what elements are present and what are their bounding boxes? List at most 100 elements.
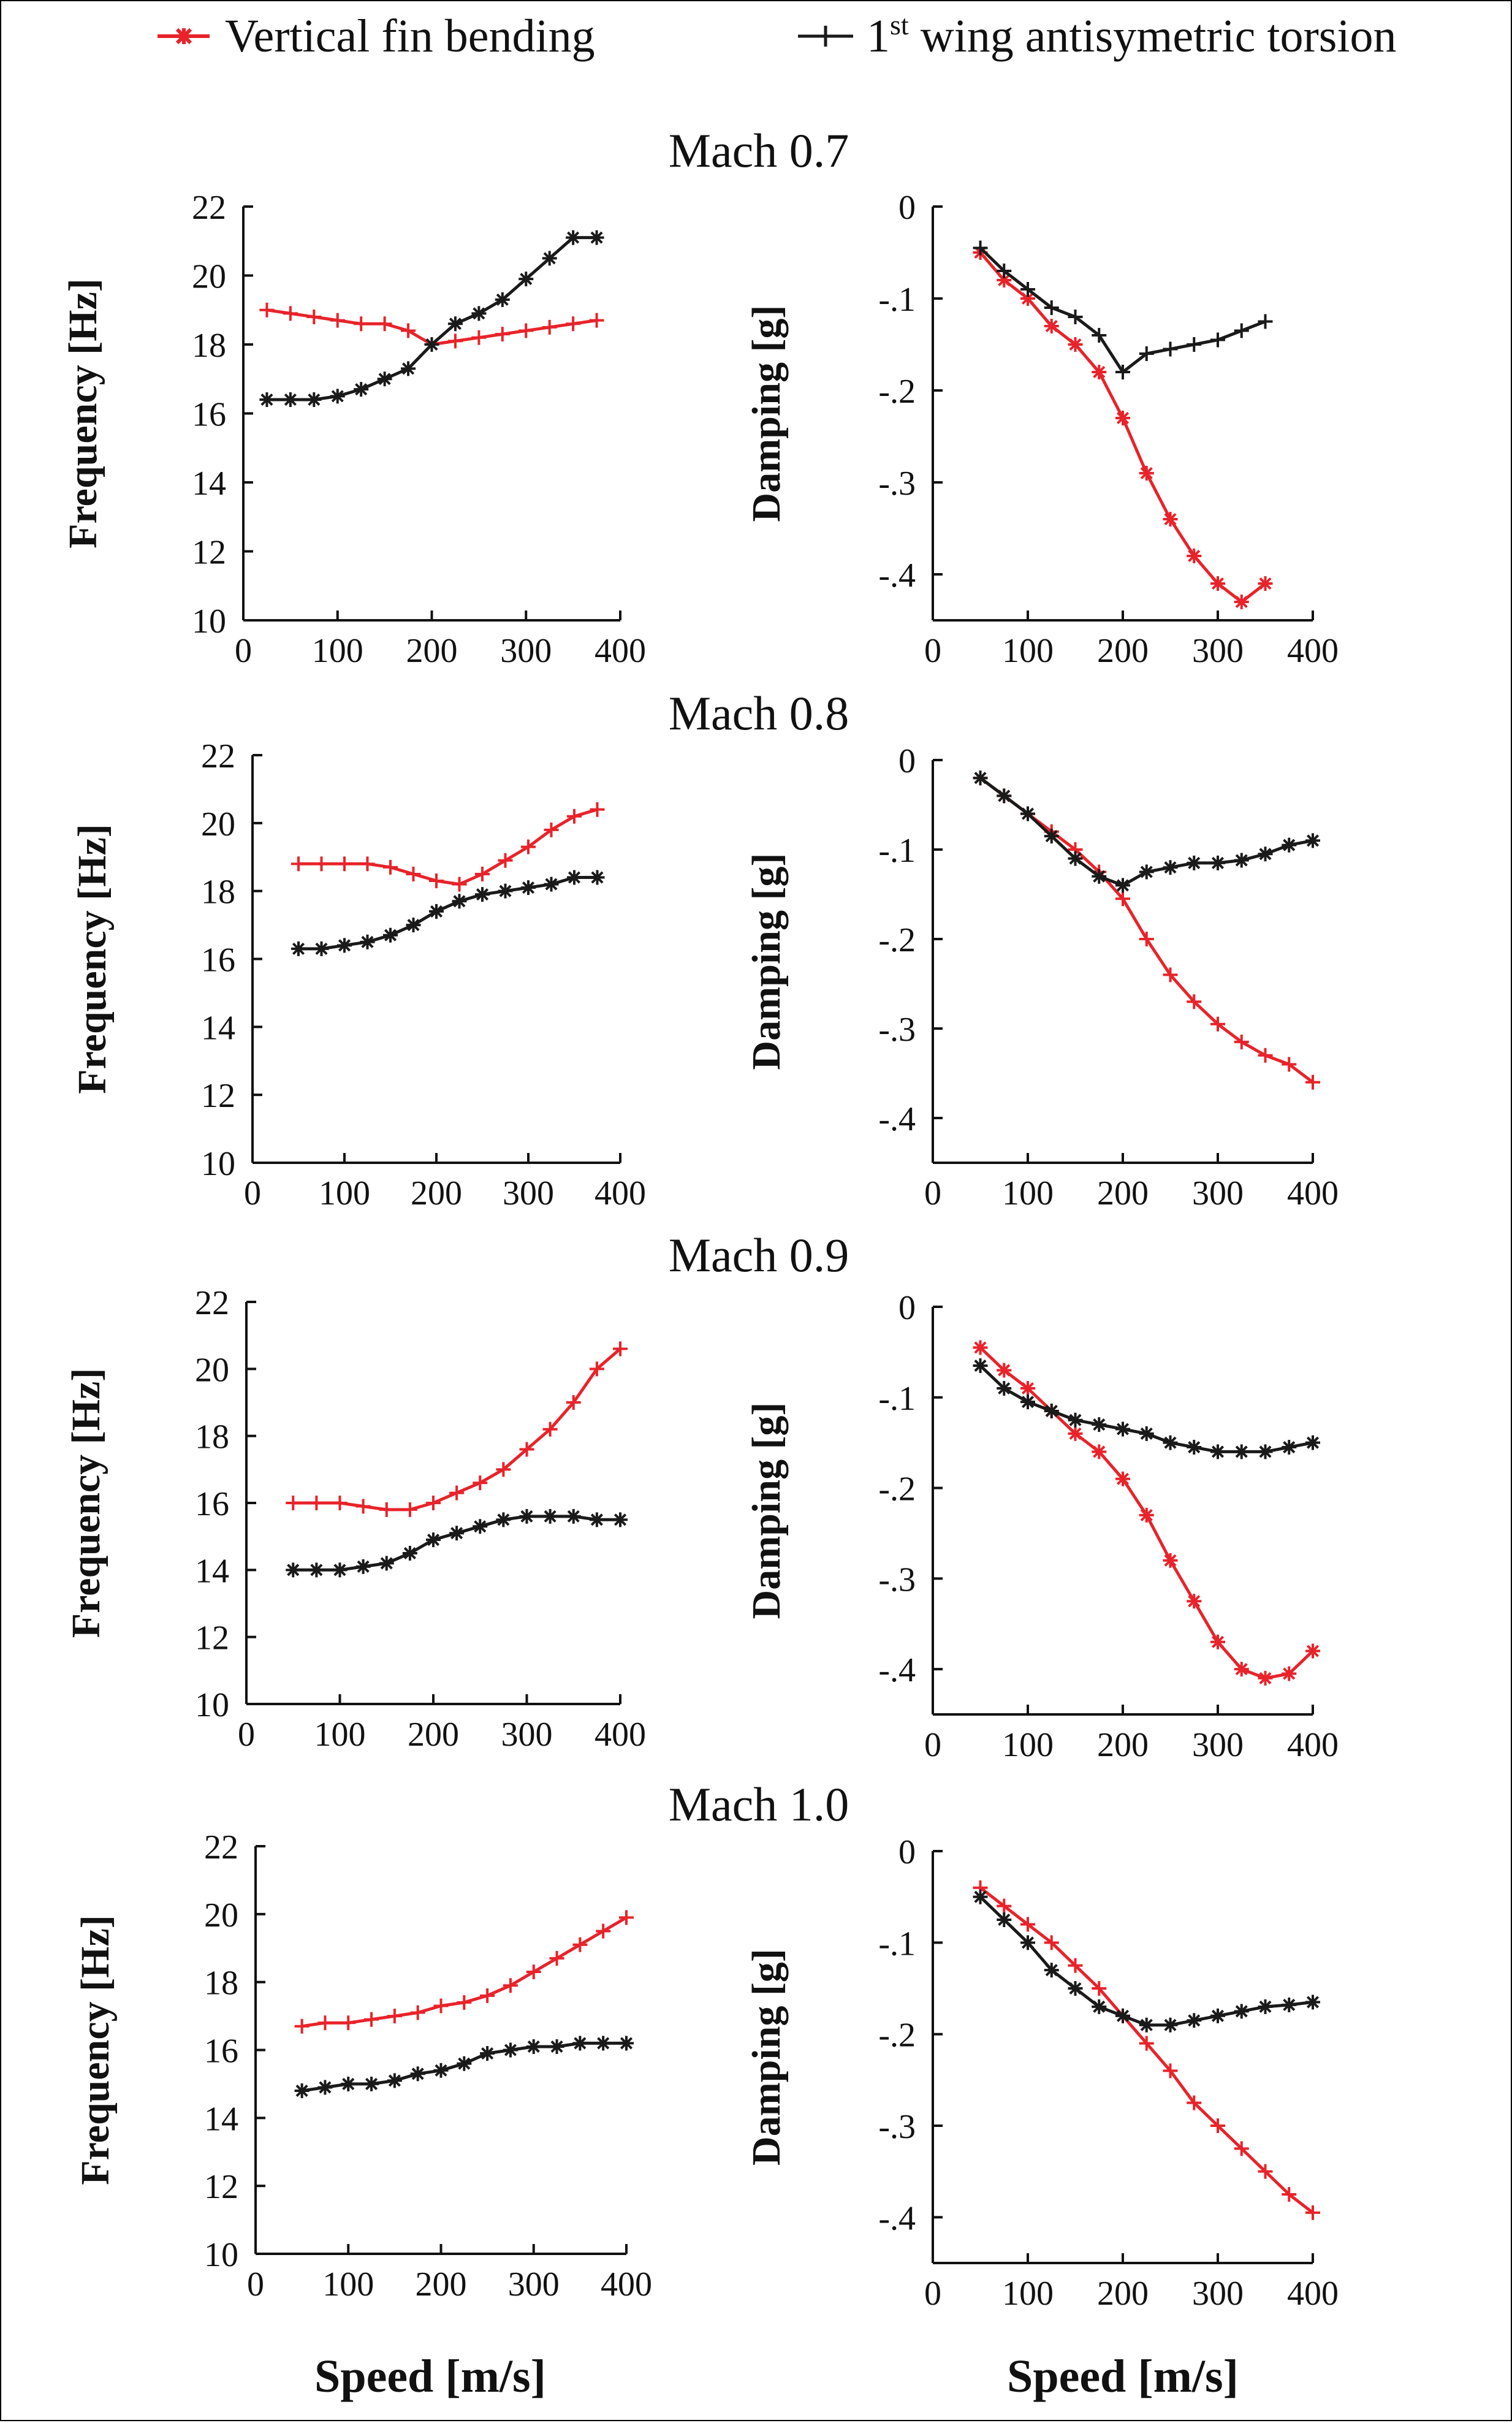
data-point-fin [1282, 1057, 1297, 1072]
data-point-wing [383, 927, 398, 943]
y-tick-label: 0 [898, 1289, 916, 1327]
x-tick-label: 300 [501, 1716, 553, 1754]
legend-wing-prefix: 1 [867, 10, 890, 62]
data-point-wing [566, 230, 581, 245]
data-point-wing [589, 1512, 604, 1527]
y-axis-label: Frequency [Hz] [70, 824, 115, 1094]
data-point-fin [377, 316, 392, 332]
data-point-fin [1163, 2063, 1178, 2079]
data-point-wing-d2 [1069, 852, 1082, 865]
y-tick-label: 18 [204, 1965, 238, 2003]
series-line-fin [293, 1347, 621, 1512]
data-point-wing-d2 [567, 231, 580, 244]
chart-5: 10 12 14 16 18 20 22 0 100 200 300 400 Frequency [Hz… [64, 1284, 646, 1754]
x-tick-label: 400 [595, 1174, 646, 1212]
data-point-fin [1139, 466, 1154, 481]
data-point-wing [377, 371, 392, 387]
data-point-wing-d2 [1021, 1396, 1035, 1409]
data-point-fin [549, 1950, 564, 1966]
data-point-wing-d2 [1021, 807, 1035, 820]
y-axis-label: Damping [g] [744, 1402, 789, 1619]
data-point-wing [1163, 2017, 1178, 2033]
data-point-fin [1210, 576, 1225, 591]
x-tick-label: 200 [416, 2265, 467, 2303]
data-point-wing [1234, 853, 1249, 868]
data-point-fin [1234, 1662, 1249, 1677]
data-point-fin-d2 [1188, 549, 1201, 563]
data-point-wing [1163, 860, 1178, 875]
data-point-wing [452, 894, 467, 909]
data-point-wing [1210, 332, 1225, 348]
x-tick-label: 0 [924, 1726, 941, 1764]
data-point-wing-d2 [476, 888, 489, 901]
data-point-fin [495, 327, 510, 342]
data-point-wing-d2 [380, 1557, 393, 1570]
data-point-wing [1163, 341, 1178, 357]
data-point-wing-d2 [1235, 1445, 1248, 1458]
panel-title-mach-07: Mach 0.7 [669, 124, 849, 177]
series-line-fin [302, 1916, 628, 2028]
data-point-fin-d2 [1140, 466, 1153, 480]
data-point-wing [1187, 2013, 1202, 2028]
data-point-wing-d2 [1235, 854, 1248, 867]
data-point-fin [1187, 549, 1202, 563]
data-point-wing-d2 [473, 307, 485, 320]
data-point-fin-d2 [1259, 1672, 1272, 1684]
data-point-fin [354, 316, 369, 332]
data-point-fin [259, 302, 275, 318]
data-point-wing-d2 [1140, 1427, 1153, 1440]
data-point-wing-d2 [427, 1534, 440, 1546]
data-point-wing-d2 [315, 942, 328, 955]
data-point-fin [1139, 2036, 1154, 2051]
series-line-wing [293, 1515, 620, 1572]
data-point-fin-d2 [1211, 1635, 1225, 1648]
data-point-fin [1258, 2164, 1273, 2179]
data-point-wing [1092, 328, 1107, 343]
data-point-wing-d2 [1306, 834, 1320, 847]
y-tick-label: 20 [195, 1351, 229, 1389]
data-point-fin [997, 1363, 1012, 1378]
chart-3: 10 12 14 16 18 20 22 0 100 200 300 400 Frequency [Hz… [70, 737, 646, 1212]
x-tick-label: 200 [411, 1174, 462, 1212]
y-tick-label: -.1 [878, 281, 916, 319]
data-point-wing [590, 870, 605, 885]
data-point-wing [1115, 2008, 1130, 2023]
data-point-fin [1258, 1048, 1273, 1063]
data-point-wing [1163, 1435, 1178, 1450]
data-point-wing-d2 [504, 2044, 517, 2056]
data-point-wing-d2 [1259, 1445, 1272, 1458]
data-point-wing [410, 2066, 425, 2082]
data-point-fin-d2 [1259, 577, 1272, 590]
data-point-wing [1044, 1403, 1059, 1418]
data-point-fin [1115, 891, 1130, 907]
data-point-wing-d2 [1045, 1964, 1058, 1977]
data-point-wing [1282, 1440, 1297, 1455]
data-point-wing-d2 [1164, 1436, 1177, 1449]
x-tick-label: 300 [1192, 1726, 1244, 1764]
data-point-wing [364, 2076, 379, 2091]
data-point-wing-d2 [407, 919, 420, 932]
data-point-wing [973, 240, 988, 256]
data-point-wing-d2 [430, 905, 443, 918]
data-point-wing [1068, 851, 1083, 866]
data-point-fin [1305, 1643, 1320, 1659]
data-point-fin [1282, 1666, 1297, 1681]
data-point-fin [1115, 411, 1130, 425]
data-point-wing-d2 [1093, 1418, 1106, 1431]
data-point-wing [572, 2036, 588, 2051]
data-point-wing [471, 306, 487, 321]
y-tick-label: -.2 [878, 373, 916, 411]
data-point-fin [433, 1998, 449, 2014]
data-point-wing [1210, 1444, 1225, 1459]
y-tick-label: 10 [192, 603, 226, 641]
data-point-fin [1187, 1594, 1202, 1609]
data-point-fin [1139, 1507, 1154, 1523]
y-tick-label: 12 [201, 1077, 235, 1115]
data-point-fin [1187, 994, 1202, 1010]
data-point-fin [452, 877, 467, 892]
data-point-fin [1210, 1016, 1225, 1032]
data-point-wing-d2 [1045, 1404, 1058, 1417]
data-point-fin [1234, 595, 1249, 609]
y-tick-label: 16 [204, 2033, 238, 2071]
